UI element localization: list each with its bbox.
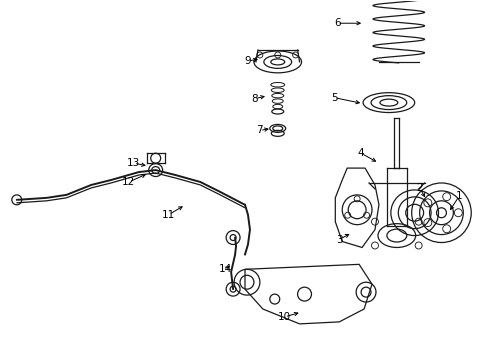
Text: 6: 6 [334,18,341,28]
Text: 7: 7 [257,125,263,135]
Text: 12: 12 [122,177,136,187]
Text: 4: 4 [358,148,365,158]
Text: 10: 10 [278,312,291,322]
Text: 13: 13 [127,158,141,168]
Text: 3: 3 [336,234,343,244]
Text: 1: 1 [456,191,463,201]
Text: 11: 11 [162,210,175,220]
Text: 8: 8 [251,94,258,104]
Text: 9: 9 [245,56,251,66]
Text: 14: 14 [219,264,232,274]
Text: 2: 2 [416,183,423,193]
Text: 5: 5 [331,93,338,103]
